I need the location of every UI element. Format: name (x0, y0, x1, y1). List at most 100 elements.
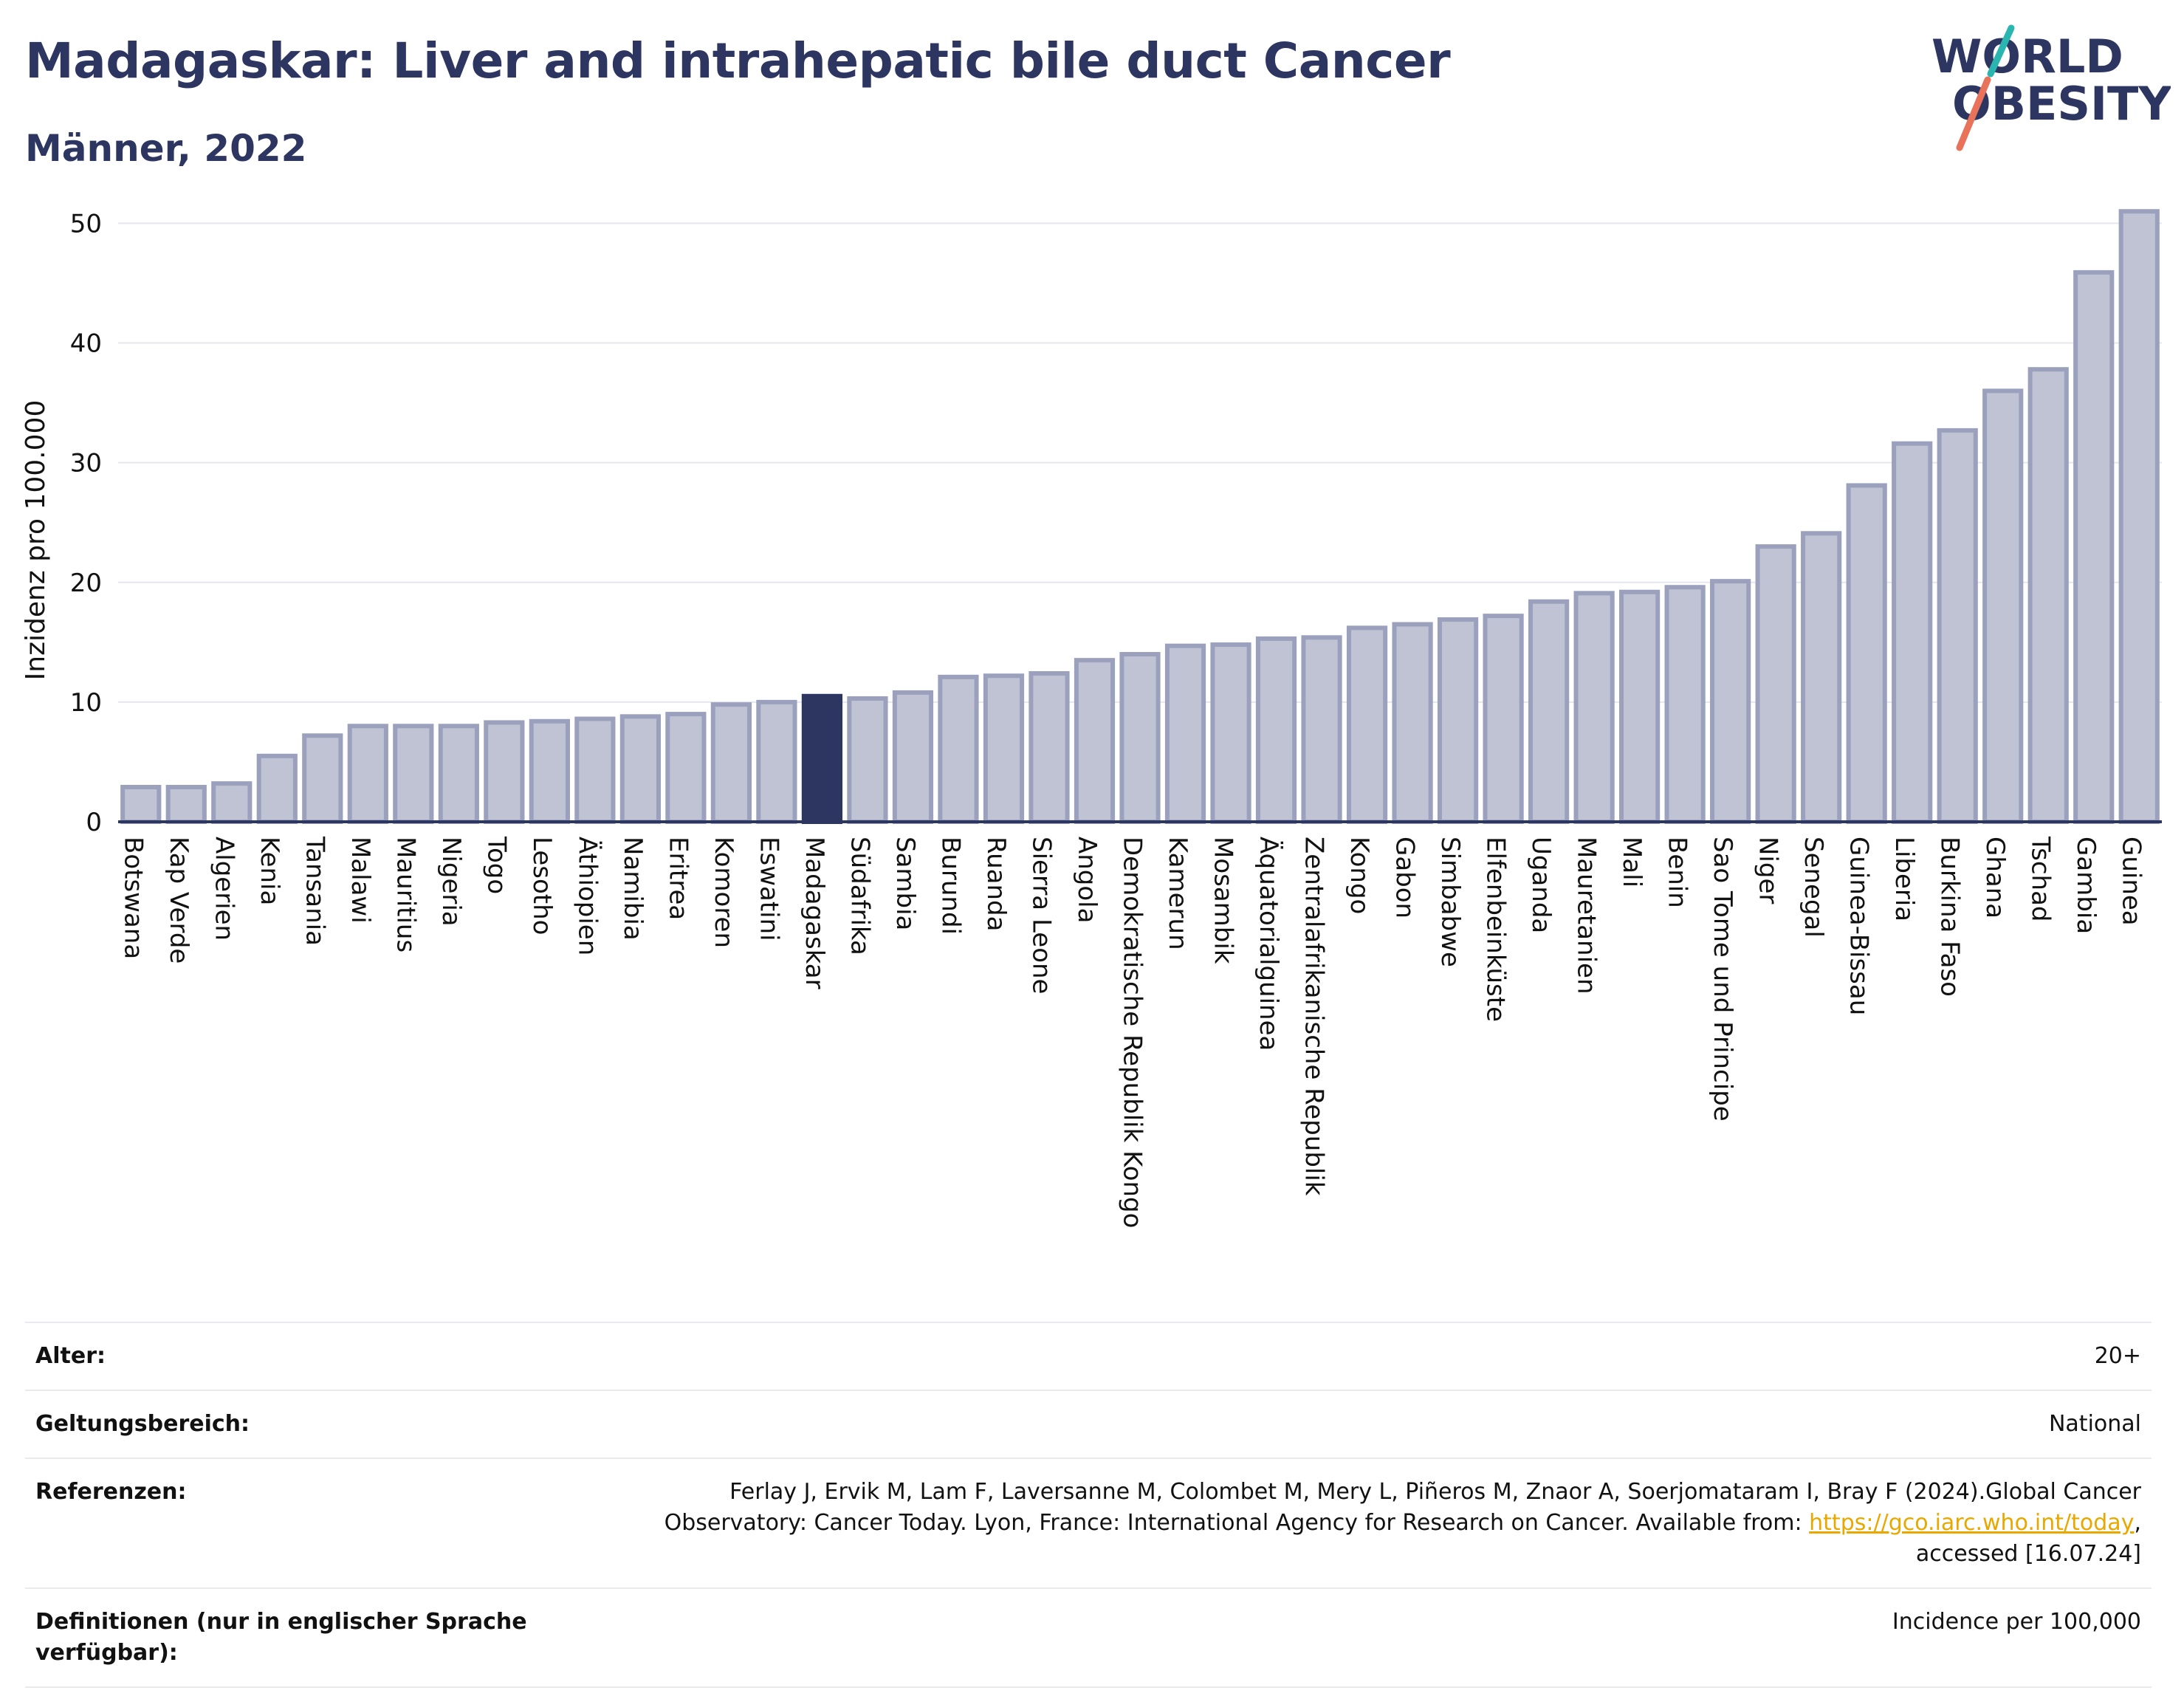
y-axis-label: Inzidenz pro 100.000 (21, 400, 51, 681)
x-tick-label: Liberia (1889, 837, 1919, 921)
bar-namibia[interactable] (619, 714, 661, 824)
bar-simbabwe[interactable] (1437, 617, 1479, 825)
bar-guinea[interactable] (2118, 209, 2160, 824)
x-tick-label: Mauretanien (1572, 837, 1601, 995)
bar-sambia[interactable] (892, 690, 934, 825)
bar-mauritius[interactable] (393, 724, 434, 824)
reference-link[interactable]: https://gco.iarc.who.int/today (1809, 1510, 2135, 1536)
bar-demokratische-republik-kongo[interactable] (1119, 652, 1161, 824)
meta-label-references: Referenzen: (35, 1479, 187, 1505)
bar-tschad[interactable] (2027, 367, 2069, 824)
x-tick-label: Namibia (618, 837, 648, 941)
x-tick-label: Ruanda (981, 837, 1011, 931)
bar-ruanda[interactable] (983, 673, 1025, 824)
x-tick-label: Lesotho (527, 837, 557, 935)
x-tick-label: Sierra Leone (1026, 837, 1056, 994)
bar-angola[interactable] (1074, 658, 1116, 824)
logo-slash-coral (1956, 76, 1991, 151)
bar-burkina-faso[interactable] (1937, 428, 1978, 824)
x-tick-label: Angola (1072, 837, 1102, 923)
x-tick-label: Äquatorialguinea (1254, 837, 1283, 1051)
bar-botswana[interactable] (120, 784, 162, 825)
x-tick-label: Elfenbeinküste (1481, 837, 1511, 1022)
bar-benin[interactable] (1664, 585, 1706, 824)
bar-malawi[interactable] (347, 724, 388, 824)
x-tick-label: Zentralafrikanische Republik (1299, 837, 1329, 1196)
bar-kenia[interactable] (256, 753, 298, 825)
bar-komoren[interactable] (710, 702, 752, 825)
x-tick-label: Mauritius (391, 837, 420, 952)
y-tick-label: 30 (70, 449, 102, 478)
bar-südafrika[interactable] (847, 696, 888, 825)
chart-subtitle: Männer, 2022 (25, 127, 307, 170)
reference-text: Ferlay J, Ervik M, Lam F, Laversanne M, … (664, 1479, 2141, 1536)
bar-tansania[interactable] (302, 733, 343, 824)
bar-gabon[interactable] (1392, 622, 1433, 825)
bar-mosambik[interactable] (1210, 642, 1251, 824)
x-tick-label: Benin (1663, 837, 1692, 908)
x-tick-label: Nigeria (436, 837, 466, 927)
meta-value-references: Ferlay J, Ervik M, Lam F, Laversanne M, … (628, 1477, 2141, 1570)
bar-äthiopien[interactable] (574, 716, 616, 824)
x-tick-label: Sao Tome und Principe (1708, 837, 1737, 1122)
bar-togo[interactable] (484, 720, 525, 824)
bar-burundi[interactable] (938, 674, 979, 825)
meta-label-age: Alter: (35, 1343, 106, 1369)
bar-lesotho[interactable] (529, 718, 570, 824)
x-tick-label: Kongo (1345, 837, 1374, 914)
x-tick-label: Tschad (2026, 836, 2056, 922)
y-tick-label: 10 (70, 688, 102, 718)
y-tick-label: 20 (70, 569, 102, 598)
x-tick-label: Algerien (209, 837, 238, 941)
meta-value-definitions: Incidence per 100,000 (1892, 1609, 2141, 1635)
bar-mali[interactable] (1619, 589, 1661, 824)
bar-kap-verde[interactable] (165, 784, 207, 825)
meta-row-age: Alter: 20+ (25, 1322, 2152, 1390)
x-tick-label: Madagaskar (800, 837, 829, 989)
bar-nigeria[interactable] (438, 724, 479, 824)
meta-label-definitions: Definitionen (nur in englischer Sprache … (35, 1609, 527, 1666)
x-tick-label: Togo (481, 836, 511, 894)
x-tick-label: Burundi (935, 837, 965, 935)
bar-zentralafrikanische-republik[interactable] (1301, 635, 1342, 824)
x-tick-label: Sambia (890, 837, 920, 930)
bar-ghana[interactable] (1982, 388, 2024, 824)
x-tick-label: Ghana (1980, 837, 2010, 919)
x-tick-label: Kamerun (1163, 837, 1192, 950)
x-tick-label: Guinea-Bissau (1844, 837, 1874, 1015)
x-tick-label: Gambia (2071, 837, 2101, 934)
meta-row-definitions: Definitionen (nur in englischer Sprache … (25, 1587, 2152, 1688)
bar-eswatini[interactable] (756, 699, 797, 825)
y-tick-label: 0 (86, 808, 102, 837)
bar-sao-tome-und-principe[interactable] (1710, 579, 1751, 824)
x-tick-label: Guinea (2117, 837, 2146, 926)
bar-elfenbeinküste[interactable] (1483, 614, 1524, 825)
bar-gambia[interactable] (2073, 269, 2115, 824)
logo-text-world: WORLD (1931, 30, 2123, 83)
metadata-table: Alter: 20+ Geltungsbereich: National Ref… (25, 1322, 2152, 1688)
x-tick-label: Äthiopien (572, 837, 602, 955)
bar-sierra-leone[interactable] (1029, 670, 1070, 824)
bar-kamerun[interactable] (1164, 643, 1206, 824)
world-obesity-logo: WORLD OBESITY (1931, 24, 2171, 151)
bar-madagaskar[interactable] (801, 693, 843, 825)
bar-eritrea[interactable] (665, 712, 707, 824)
bar-algerien[interactable] (211, 781, 253, 824)
bar-guinea-bissau[interactable] (1846, 483, 1887, 824)
x-tick-label: Uganda (1526, 837, 1556, 933)
bar-mauretanien[interactable] (1573, 591, 1615, 824)
bar-senegal[interactable] (1801, 531, 1842, 825)
y-tick-labels: 0 10 20 30 40 50 (70, 209, 102, 837)
bar-uganda[interactable] (1528, 599, 1570, 824)
bar-liberia[interactable] (1892, 441, 1933, 824)
bar-kongo[interactable] (1346, 625, 1388, 824)
bar-niger[interactable] (1755, 544, 1796, 825)
meta-row-references: Referenzen: Ferlay J, Ervik M, Lam F, La… (25, 1458, 2152, 1587)
y-tick-label: 50 (70, 209, 102, 238)
meta-value-age: 20+ (2094, 1343, 2141, 1369)
meta-row-scope: Geltungsbereich: National (25, 1390, 2152, 1458)
bar-äquatorialguinea[interactable] (1255, 636, 1297, 824)
x-tick-label: Mali (1617, 837, 1646, 888)
x-tick-label: Komoren (709, 837, 738, 948)
x-tick-label: Kenia (255, 837, 284, 905)
